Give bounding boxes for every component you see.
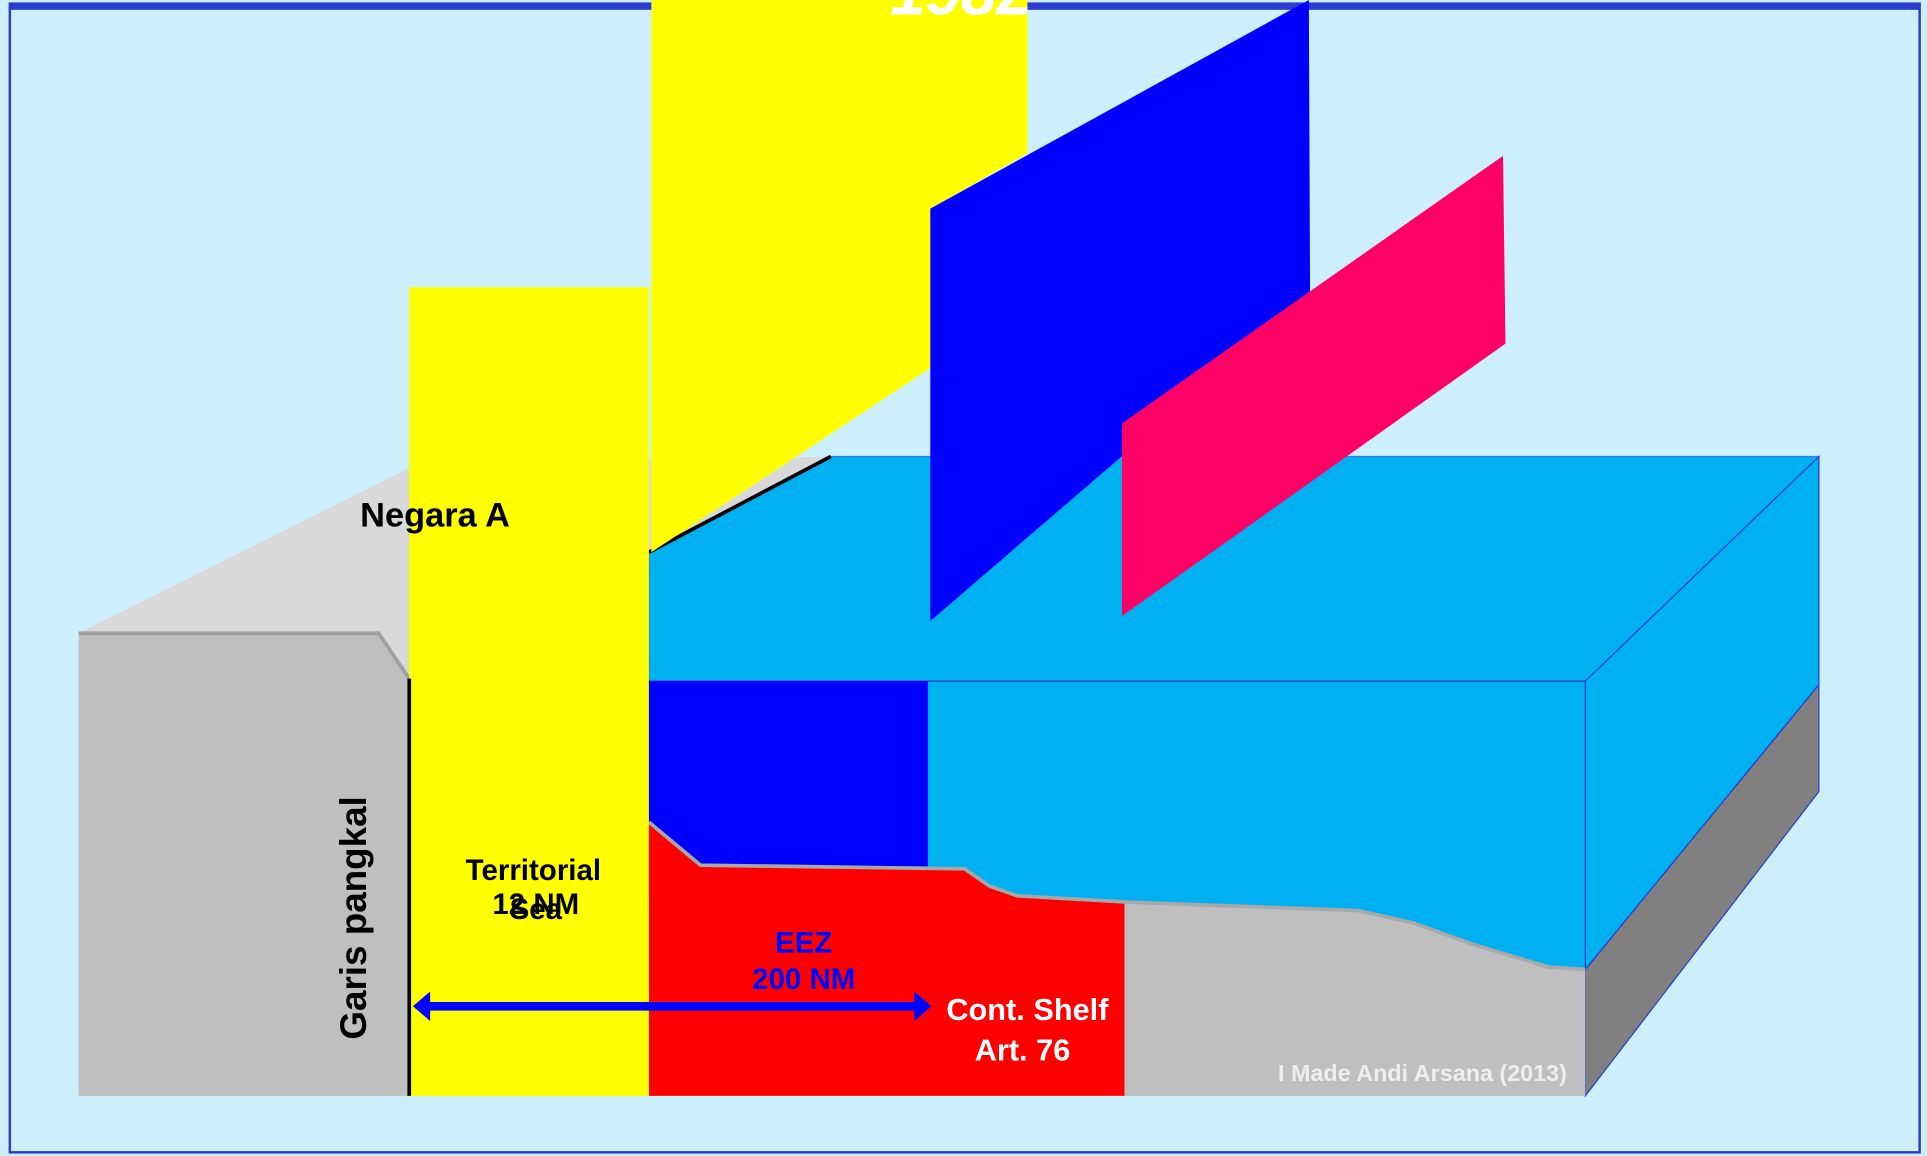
territorial-sea <box>409 287 649 1096</box>
territorial-label: Territorial <box>466 854 601 887</box>
shelf-label: Cont. Shelf <box>946 992 1109 1027</box>
baseline-label: Garis pangkal <box>333 796 374 1039</box>
diagram: 1982 Negara A Garis pangkal Territorial … <box>0 0 1927 1156</box>
eez-water <box>649 681 928 866</box>
eez-label: EEZ <box>775 926 832 959</box>
territorial-distance: 12 NM <box>492 888 579 921</box>
shelf-article: Art. 76 <box>975 1032 1071 1067</box>
title: 1982 <box>890 0 1032 29</box>
credit: I Made Andi Arsana (2013) <box>1278 1060 1567 1086</box>
eez-distance: 200 NM <box>752 963 855 996</box>
country-label: Negara A <box>360 496 510 534</box>
